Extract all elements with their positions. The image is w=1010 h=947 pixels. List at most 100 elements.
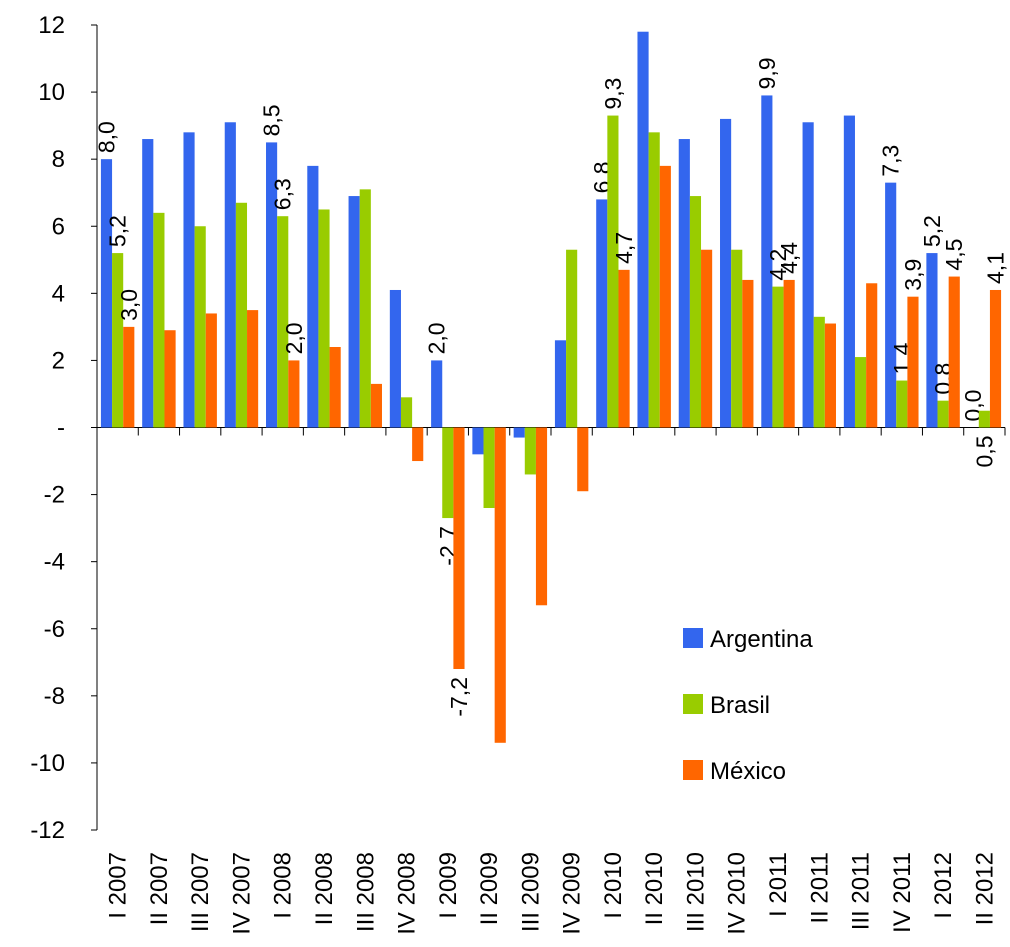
y-tick-label: 10 bbox=[38, 79, 65, 106]
legend-swatch bbox=[683, 694, 703, 714]
bar bbox=[989, 289, 1002, 428]
bar bbox=[224, 122, 236, 428]
x-tick-label: III 2008 bbox=[352, 852, 379, 932]
y-tick-label: -10 bbox=[30, 750, 65, 777]
bar bbox=[948, 276, 960, 428]
bar bbox=[194, 226, 206, 428]
bar bbox=[618, 269, 630, 428]
bar bbox=[329, 347, 341, 428]
data-label: 4,5 bbox=[941, 239, 967, 271]
bar bbox=[813, 316, 825, 428]
bar bbox=[494, 427, 506, 743]
x-tick-label: I 2012 bbox=[930, 852, 957, 919]
data-label: 8,5 bbox=[259, 104, 285, 136]
bar bbox=[648, 132, 660, 428]
bar bbox=[389, 289, 401, 428]
bar bbox=[802, 122, 814, 428]
bar bbox=[689, 196, 702, 428]
legend-label: Argentina bbox=[710, 626, 813, 653]
data-label: 4,7 bbox=[611, 232, 637, 264]
bar bbox=[843, 115, 855, 428]
y-tick-label: -4 bbox=[44, 549, 65, 576]
x-tick-label: II 2009 bbox=[476, 852, 503, 925]
data-label: 9,9 bbox=[754, 57, 780, 89]
y-tick-label: -8 bbox=[44, 683, 65, 710]
bar bbox=[596, 199, 608, 428]
x-tick-label: IV 2010 bbox=[724, 852, 751, 935]
x-tick-label: II 2010 bbox=[641, 852, 668, 925]
bar bbox=[907, 296, 919, 428]
bar bbox=[659, 165, 671, 428]
bar bbox=[761, 95, 773, 428]
bar bbox=[235, 202, 248, 428]
data-label: 4,4 bbox=[776, 242, 802, 274]
bar bbox=[164, 330, 176, 428]
bar bbox=[937, 400, 949, 428]
bar bbox=[431, 360, 443, 428]
x-tick-label: II 2012 bbox=[971, 852, 998, 925]
x-tick-label: IV 2007 bbox=[228, 852, 255, 935]
bar bbox=[637, 31, 649, 428]
y-tick-label: -6 bbox=[44, 616, 65, 643]
data-label: 7,3 bbox=[878, 145, 904, 177]
bar bbox=[742, 279, 754, 428]
bar bbox=[453, 427, 465, 669]
bar bbox=[400, 397, 413, 428]
legend-swatch bbox=[683, 760, 703, 780]
x-tick-label: I 2009 bbox=[435, 852, 462, 919]
y-tick-label: -2 bbox=[44, 482, 65, 509]
data-label: 9,3 bbox=[600, 78, 626, 110]
bar bbox=[566, 249, 578, 428]
bar bbox=[783, 279, 795, 428]
bar bbox=[926, 253, 938, 428]
bar bbox=[412, 427, 424, 462]
bar bbox=[896, 380, 908, 428]
bar bbox=[866, 283, 878, 428]
data-label: 8,0 bbox=[93, 121, 119, 153]
bar bbox=[123, 326, 135, 428]
bar bbox=[472, 427, 484, 455]
x-tick-label: III 2009 bbox=[517, 852, 544, 932]
y-tick-label: 8 bbox=[52, 146, 65, 173]
data-label: 3,0 bbox=[116, 289, 142, 321]
bar bbox=[112, 253, 124, 428]
bar bbox=[318, 209, 330, 428]
bar bbox=[854, 357, 867, 428]
x-tick-label: I 2008 bbox=[270, 852, 297, 919]
data-label: 4,1 bbox=[983, 252, 1009, 284]
bar bbox=[442, 427, 454, 519]
bar bbox=[824, 323, 836, 428]
bar bbox=[359, 189, 371, 428]
bar bbox=[524, 427, 536, 475]
x-tick-label: I 2007 bbox=[105, 852, 132, 919]
bar bbox=[266, 142, 278, 428]
data-label: 5,2 bbox=[919, 215, 945, 247]
x-tick-label: I 2011 bbox=[765, 852, 792, 917]
y-tick-label: 12 bbox=[38, 12, 65, 39]
data-label: 4,2 bbox=[765, 249, 791, 281]
bar bbox=[978, 410, 990, 428]
bar bbox=[731, 249, 743, 428]
bar bbox=[277, 216, 289, 428]
bar bbox=[205, 313, 217, 428]
bar bbox=[153, 212, 165, 428]
bar bbox=[885, 182, 897, 428]
y-tick-label: - bbox=[57, 415, 65, 442]
bar bbox=[183, 132, 195, 428]
data-label: 5,2 bbox=[105, 215, 131, 247]
y-tick-label: 6 bbox=[52, 213, 65, 240]
data-label: 2,0 bbox=[424, 322, 450, 354]
x-tick-label: I 2010 bbox=[600, 852, 627, 919]
data-label: 2,0 bbox=[281, 322, 307, 354]
x-tick-label: III 2011 bbox=[848, 852, 875, 930]
y-tick-label: 2 bbox=[52, 347, 65, 374]
bar bbox=[100, 159, 113, 428]
bar bbox=[288, 360, 300, 428]
bar bbox=[577, 427, 589, 492]
bar bbox=[247, 310, 259, 428]
bar bbox=[701, 249, 713, 428]
bar bbox=[720, 118, 732, 428]
x-tick-label: III 2007 bbox=[187, 852, 214, 932]
x-tick-label: IV 2008 bbox=[394, 852, 421, 935]
